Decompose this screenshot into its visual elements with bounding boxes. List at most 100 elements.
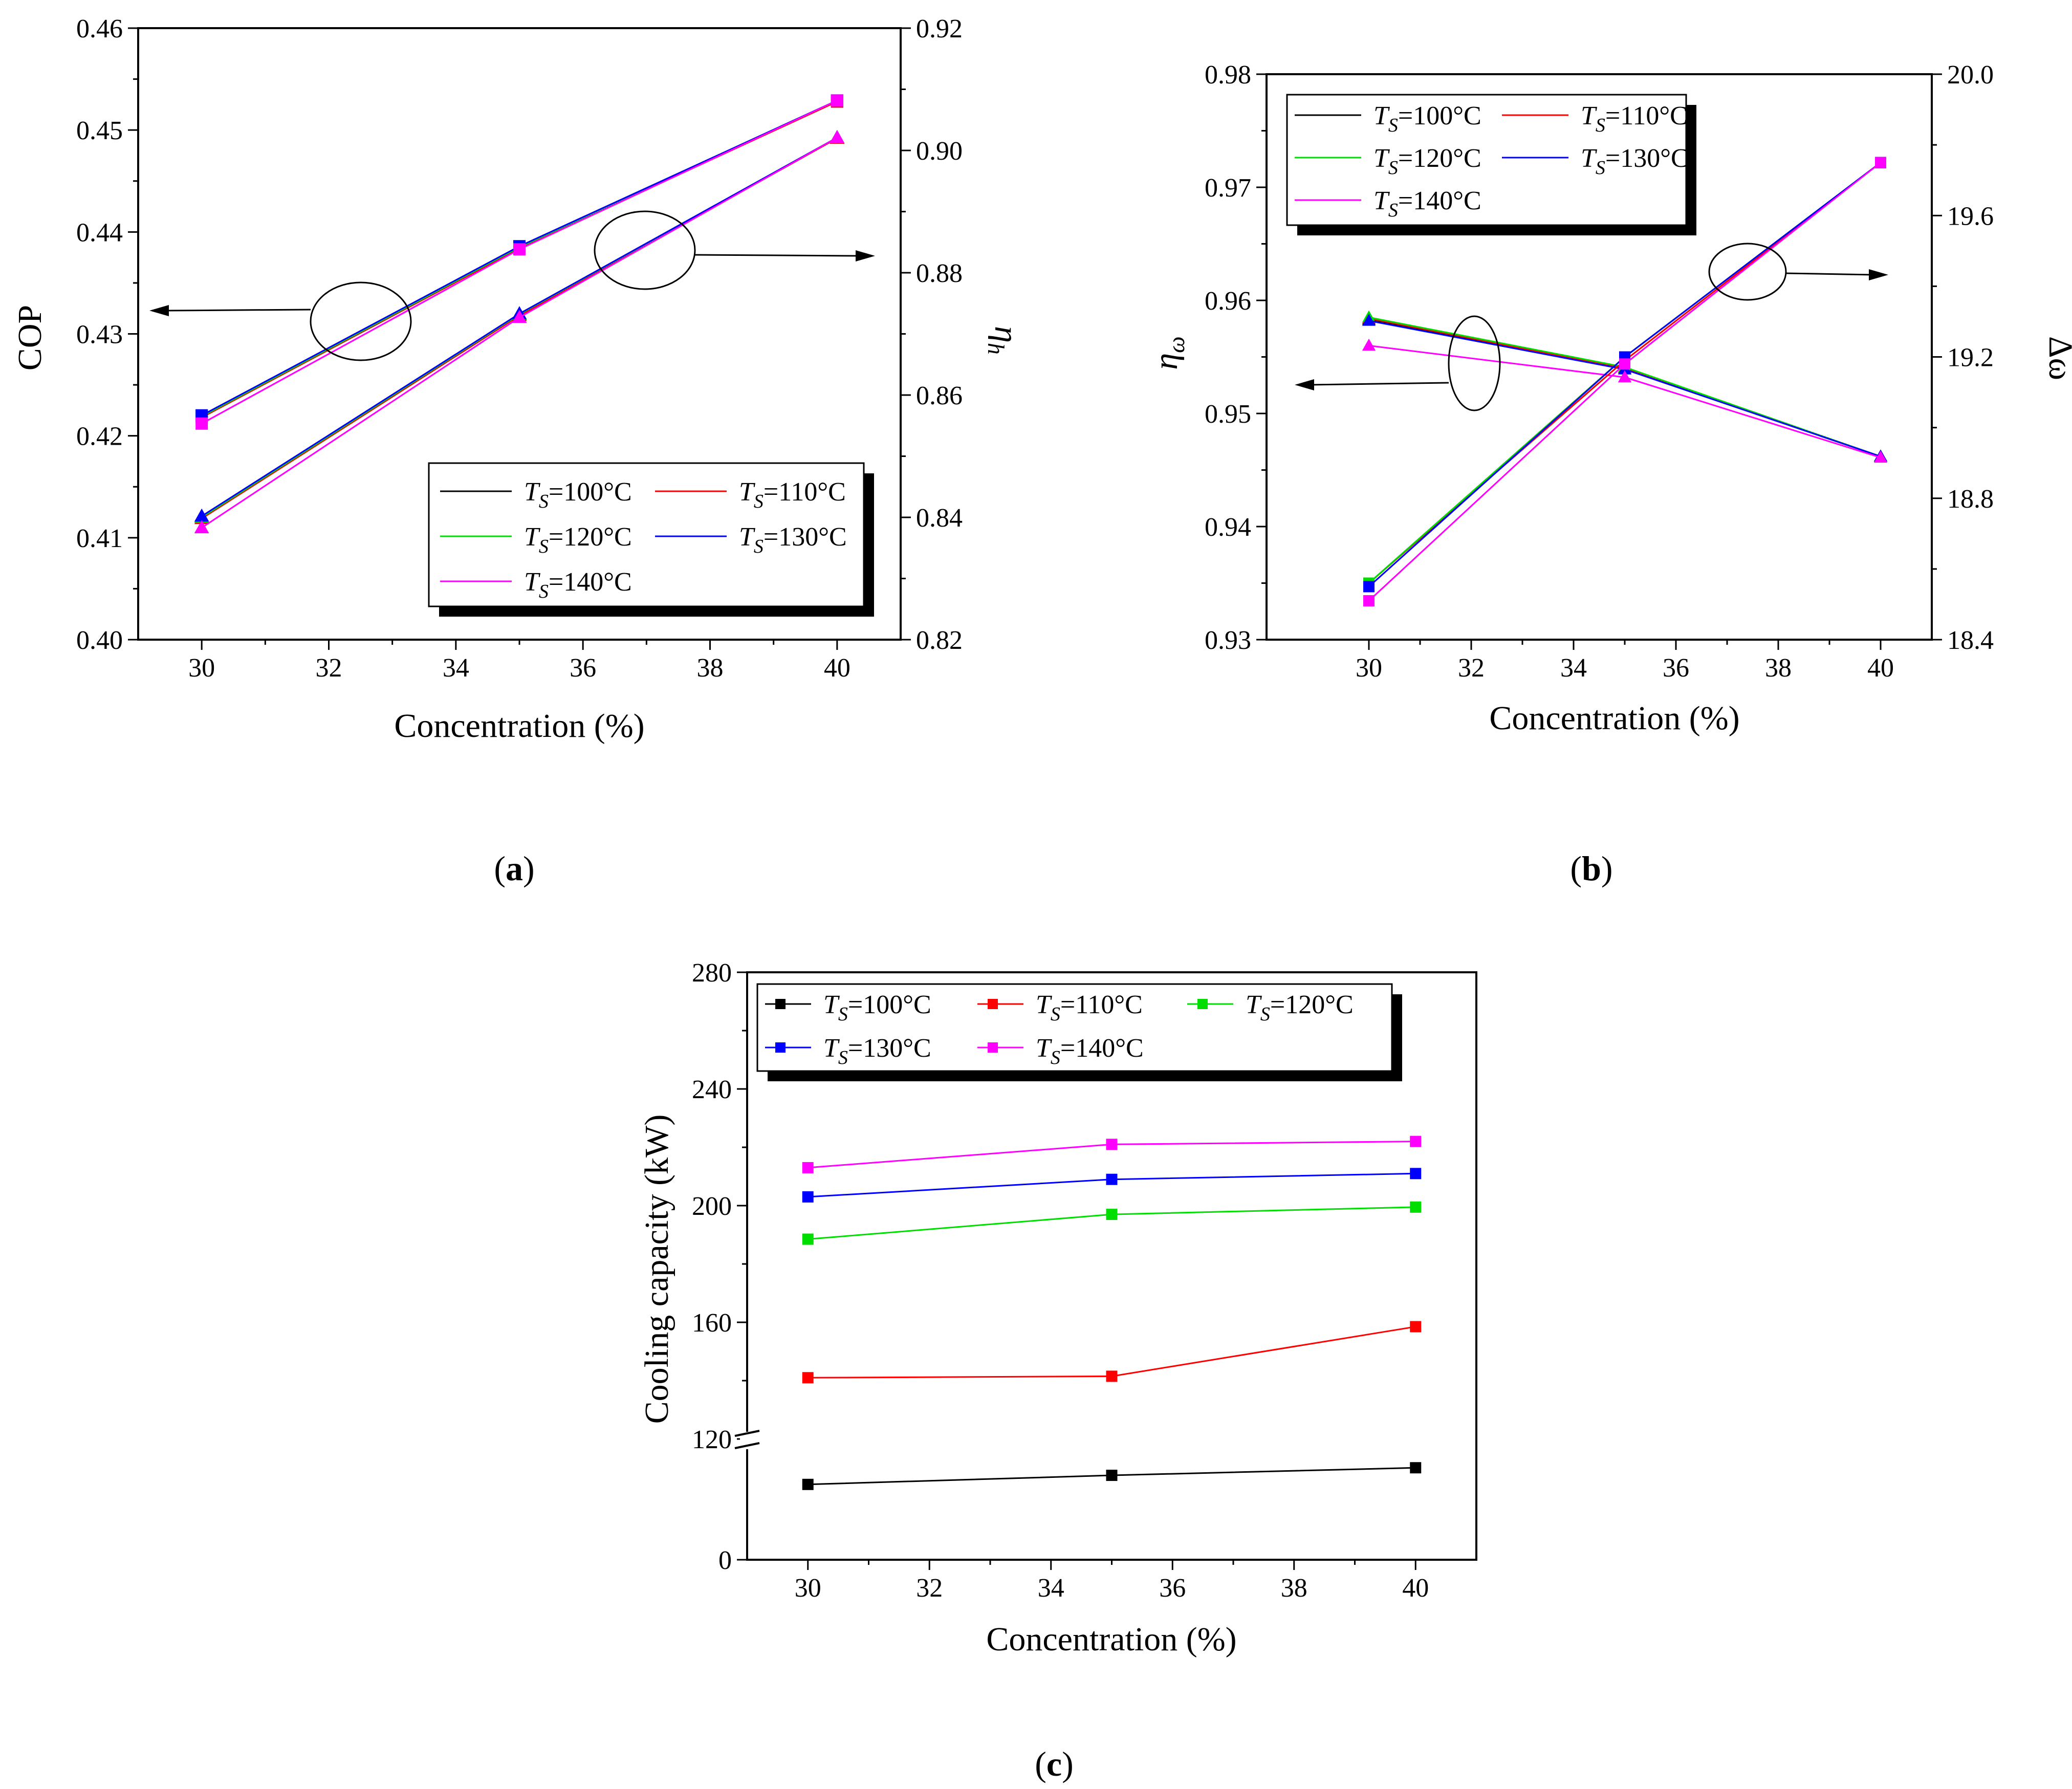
chart-c-legend-marker-T100 <box>775 999 786 1009</box>
chart-a-legend-value: =140°C <box>549 568 632 597</box>
chart-b-left-arrowhead <box>1295 379 1314 390</box>
chart-b-y-left-tick-label: 0.93 <box>1205 626 1251 655</box>
chart-a-y-left-tick-label: 0.46 <box>76 14 123 43</box>
chart-a-right-ellipse <box>594 210 696 290</box>
chart-a-legend-sub: S <box>539 581 549 602</box>
chart-b-y-right-tick-label: 20.0 <box>1947 60 1994 90</box>
chart-b-legend-value: =130°C <box>1605 144 1689 173</box>
chart-a-line-T130-left <box>201 100 838 417</box>
chart-c-x-tick-label: 34 <box>1038 1574 1064 1603</box>
chart-c-legend-sub: S <box>838 1003 848 1025</box>
chart-b-line-T100-left <box>1368 319 1881 457</box>
chart-b-legend-value: =110°C <box>1605 101 1688 130</box>
chart-a-legend-sub: S <box>754 491 764 512</box>
chart-b-x-tick-label: 40 <box>1867 653 1894 683</box>
chart-a-y-right-label-main: η <box>988 326 1025 343</box>
chart-a-marker-T140 <box>195 417 208 430</box>
chart-a-legend-sub: S <box>539 536 549 557</box>
chart-c-y-tick-label: 0 <box>718 1546 732 1575</box>
chart-c-legend-value: =130°C <box>848 1034 931 1063</box>
chart-c-y-tick-label: 240 <box>692 1075 732 1104</box>
chart-a-legend-T: T <box>739 477 755 507</box>
chart-c-marker-T100 <box>1410 1462 1422 1474</box>
chart-a-marker-T140 <box>830 130 845 143</box>
chart-a-marker-T140 <box>512 310 527 323</box>
chart-c-legend-label-T100: TS=100°C <box>823 990 931 1025</box>
chart-c-legend-T: T <box>1036 1034 1052 1063</box>
chart-a-y-right-label: ηh <box>983 326 1025 355</box>
chart-b-y-right-tick-label: 19.6 <box>1947 202 1994 231</box>
chart-c-x-tick-label: 30 <box>795 1574 821 1603</box>
chart-b-line-T110-left <box>1368 317 1881 457</box>
chart-b-y-left-tick-label: 0.94 <box>1205 513 1251 542</box>
chart-b-right-ellipse <box>1708 243 1787 301</box>
chart-c-x-tick-label: 38 <box>1281 1574 1307 1603</box>
chart-b-y-left-tick-label: 0.96 <box>1205 287 1251 316</box>
chart-b-marker-T140 <box>1619 358 1630 370</box>
chart-a-legend-label-T130: TS=130°C <box>739 522 847 557</box>
chart-c-axis-break-mark-bottom <box>734 1442 760 1449</box>
chart-a-y-right-tick-label: 0.88 <box>916 259 963 288</box>
chart-c-marker-T110 <box>1410 1321 1422 1333</box>
chart-a-legend-value: =130°C <box>764 522 847 552</box>
chart-a-y-right-tick-label: 0.86 <box>916 381 963 410</box>
chart-a-legend-sub: S <box>754 536 764 557</box>
chart-c-marker-T120 <box>1410 1201 1422 1213</box>
chart-c-legend-sub: S <box>838 1047 848 1068</box>
chart-c-legend-sub: S <box>1051 1003 1060 1025</box>
chart-c-y-tick-label: 200 <box>692 1192 732 1221</box>
panel-label-a: (a) <box>494 849 534 888</box>
chart-a-x-tick-label: 38 <box>697 653 724 683</box>
chart-c-marker-T120 <box>1106 1209 1118 1220</box>
chart-b-marker-T130 <box>1363 581 1375 593</box>
chart-c-marker-T130 <box>1410 1168 1422 1180</box>
chart-c-legend-sub: S <box>1051 1047 1060 1068</box>
chart-b-legend-label-T130: TS=130°C <box>1581 144 1689 179</box>
chart-b: 30 32 34 36 38 40 0.93 0.94 0.95 0.96 0.97 0.98 18.4… <box>1147 60 2072 737</box>
chart-b-line-T130-left <box>1368 320 1881 457</box>
chart-a-y-left-tick-label: 0.45 <box>76 116 123 145</box>
chart-b-y-left-tick-label: 0.97 <box>1205 173 1251 203</box>
chart-b-legend-sub: S <box>1388 157 1398 179</box>
chart-c-marker-T140 <box>1410 1136 1422 1147</box>
chart-a-line-T120-right <box>201 137 838 518</box>
chart-a-line-T110-right <box>201 137 838 519</box>
chart-a-legend-value: =100°C <box>549 477 632 507</box>
panel-label-a-letter: a <box>506 849 523 888</box>
chart-b-legend-value: =100°C <box>1398 101 1481 130</box>
chart-a: 30 32 34 36 38 40 0.40 0.41 0.42 0.43 0.44 0.45 0.46… <box>11 14 1025 745</box>
chart-b-legend-entries: TS=100°C TS=110°CTS=120°C TS=130°CTS=140°C <box>1295 101 1689 221</box>
chart-b-legend <box>1286 94 1687 226</box>
chart-a-left-arrowhead <box>149 305 169 316</box>
chart-b-y-left-label-sub: ω <box>1163 336 1189 353</box>
chart-b-y-left-label: ηω <box>1147 336 1189 369</box>
chart-c-series <box>802 1136 1422 1490</box>
chart-b-right-arrow <box>1785 272 1873 276</box>
chart-b-marker-T140 <box>1875 157 1886 168</box>
chart-a-y-right-tick-label: 0.92 <box>916 14 963 43</box>
chart-a-y-left-tick-label: 0.40 <box>76 626 123 655</box>
chart-b-legend-sub: S <box>1596 115 1605 136</box>
chart-a-legend-value: =110°C <box>764 477 846 507</box>
chart-a-marker-T140 <box>513 243 526 256</box>
chart-a-y-left-label: COP <box>11 305 49 370</box>
chart-a-y-right-tick-label: 0.82 <box>916 626 963 655</box>
chart-c-axis-break-mark-top <box>734 1430 760 1437</box>
chart-a-y-right-label-sub: h <box>983 343 1009 355</box>
chart-a-x-tick-label: 32 <box>316 653 342 683</box>
chart-b-legend-label-T100: TS=100°C <box>1373 101 1481 136</box>
chart-c-legend-T: T <box>823 990 840 1019</box>
chart-b-left-ellipse <box>1448 315 1501 411</box>
chart-b-line-T120-left <box>1368 316 1881 457</box>
chart-c-x-tick-label: 32 <box>916 1574 943 1603</box>
chart-a-left-ellipse <box>310 281 412 361</box>
chart-c-marker-T110 <box>1106 1370 1118 1382</box>
chart-a-line-T110-left <box>201 101 838 419</box>
chart-c-marker-T120 <box>802 1233 814 1245</box>
chart-a-line-T100-left <box>201 101 838 417</box>
chart-c-legend-marker-T120 <box>1197 999 1208 1009</box>
chart-a-legend-label-T110: TS=110°C <box>739 477 846 512</box>
chart-a-x-tick-label: 30 <box>188 653 215 683</box>
chart-b-left-arrow <box>1310 382 1449 386</box>
